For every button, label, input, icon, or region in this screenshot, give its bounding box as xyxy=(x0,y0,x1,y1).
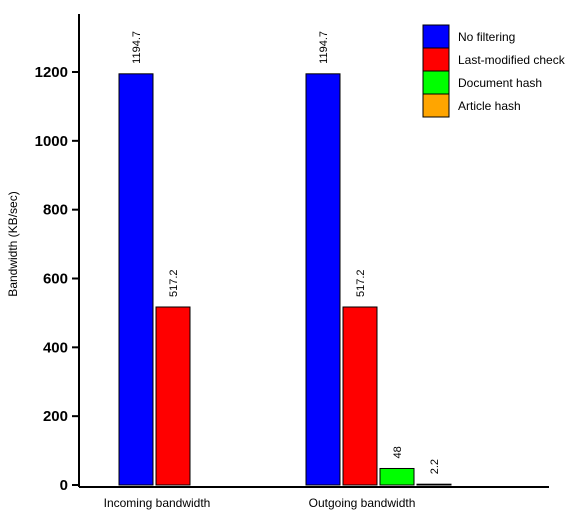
legend-label: Article hash xyxy=(458,99,521,113)
bar-no-filtering-incoming xyxy=(118,73,154,486)
y-tick-label: 1000 xyxy=(35,133,68,150)
y-tick-label: 400 xyxy=(43,339,68,356)
y-tick-label: 200 xyxy=(43,408,68,425)
legend-label: Document hash xyxy=(458,76,542,90)
category-label: Incoming bandwidth xyxy=(104,496,211,510)
legend-swatch xyxy=(422,47,450,72)
bar-last-modified-check-outgoing xyxy=(342,306,378,486)
data-label: 48 xyxy=(392,446,404,458)
y-tick-label: 600 xyxy=(43,271,68,288)
y-axis-title: Bandwidth (KB/sec) xyxy=(6,191,20,296)
data-label: 1194.7 xyxy=(318,31,330,64)
data-label: 2.2 xyxy=(429,459,441,474)
y-axis-title-group: Bandwidth (KB/sec) xyxy=(6,191,20,296)
legend-swatch xyxy=(422,70,450,95)
legend-swatch xyxy=(422,93,450,118)
legend-swatch xyxy=(422,24,450,49)
legend: No filtering Last-modified check Document … xyxy=(422,24,566,118)
category-label: Outgoing bandwidth xyxy=(309,496,416,510)
y-axis-ticks: 0 200 400 600 800 1000 1200 xyxy=(35,64,79,494)
bar-no-filtering-outgoing xyxy=(305,73,341,486)
bar-document-hash-outgoing xyxy=(379,467,415,486)
data-label: 517.2 xyxy=(355,269,367,297)
y-tick-label: 1200 xyxy=(35,64,68,81)
y-tick-label: 0 xyxy=(60,477,68,494)
axes-group xyxy=(78,14,549,488)
data-label: 517.2 xyxy=(168,269,180,297)
bar-last-modified-check-incoming xyxy=(155,306,191,486)
bars-group xyxy=(118,73,452,486)
legend-label: Last-modified check xyxy=(458,53,566,67)
data-labels-group: 1194.7 517.2 1194.7 517.2 48 2.2 xyxy=(131,31,441,474)
y-tick-label: 800 xyxy=(43,202,68,219)
data-label: 1194.7 xyxy=(131,31,143,64)
legend-label: No filtering xyxy=(458,30,515,44)
category-labels-group: Incoming bandwidth Outgoing bandwidth xyxy=(104,496,416,510)
bar-article-hash-outgoing xyxy=(416,483,452,486)
